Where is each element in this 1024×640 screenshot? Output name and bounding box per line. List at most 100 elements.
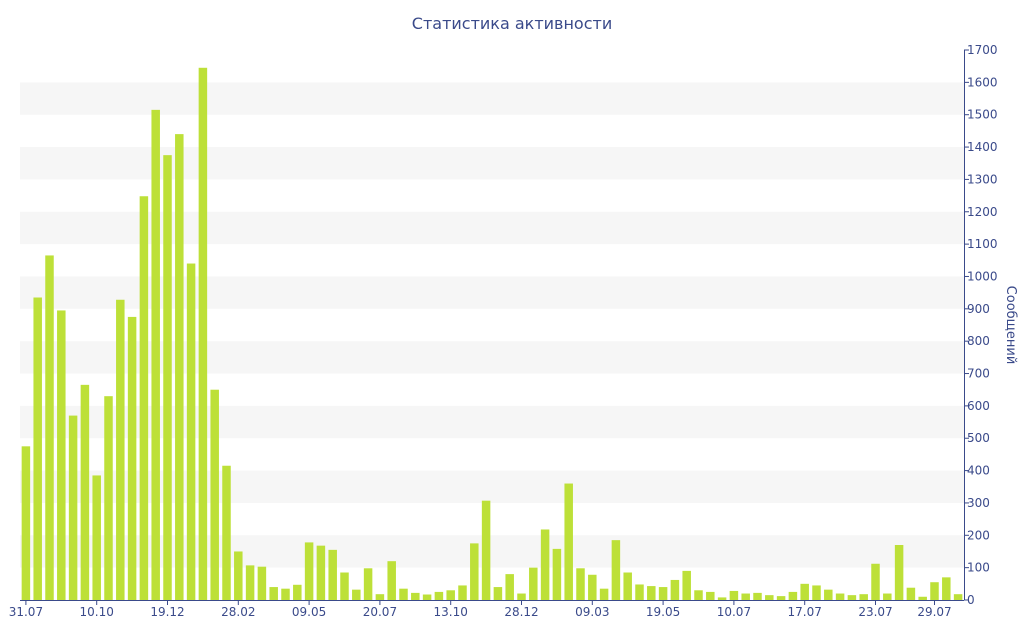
- grid-bands: [20, 82, 964, 568]
- grid-band: [20, 82, 964, 115]
- bar[interactable]: [257, 566, 267, 600]
- bar[interactable]: [21, 446, 31, 600]
- bar[interactable]: [930, 582, 939, 600]
- bar[interactable]: [505, 574, 514, 600]
- bar[interactable]: [717, 597, 727, 600]
- bar[interactable]: [753, 592, 762, 600]
- bar[interactable]: [859, 594, 868, 600]
- bar[interactable]: [446, 590, 455, 600]
- bar[interactable]: [139, 196, 149, 601]
- bar[interactable]: [800, 583, 809, 600]
- bar[interactable]: [434, 591, 444, 600]
- bar[interactable]: [281, 588, 290, 600]
- bar[interactable]: [375, 594, 385, 600]
- bar[interactable]: [411, 592, 420, 600]
- bar[interactable]: [812, 585, 821, 600]
- bar[interactable]: [871, 563, 880, 600]
- bar[interactable]: [682, 570, 691, 600]
- x-tick-label: 10.07: [717, 605, 751, 619]
- bar[interactable]: [92, 475, 101, 600]
- bar[interactable]: [151, 109, 160, 600]
- bar[interactable]: [387, 561, 396, 600]
- bar[interactable]: [163, 155, 172, 600]
- bar[interactable]: [517, 593, 526, 600]
- bar[interactable]: [694, 590, 703, 600]
- y-tick-label: 700: [967, 367, 990, 381]
- grid-band: [20, 211, 964, 245]
- bar[interactable]: [198, 67, 208, 601]
- bar[interactable]: [222, 465, 231, 600]
- bar[interactable]: [635, 584, 644, 600]
- bar[interactable]: [883, 593, 892, 600]
- bar[interactable]: [529, 567, 538, 600]
- y-tick-label: 1000: [967, 269, 998, 283]
- bar[interactable]: [918, 596, 927, 600]
- y-tick-label: 1600: [967, 75, 998, 89]
- bar[interactable]: [245, 565, 255, 600]
- bar[interactable]: [576, 568, 585, 600]
- bar[interactable]: [953, 594, 963, 600]
- bar[interactable]: [599, 588, 609, 600]
- bar[interactable]: [470, 543, 479, 600]
- bar[interactable]: [540, 529, 550, 600]
- x-tick-label: 19.12: [150, 605, 184, 619]
- y-axis-label: Сообщений: [1003, 286, 1018, 365]
- bar[interactable]: [458, 585, 467, 600]
- bar[interactable]: [422, 594, 432, 601]
- bar[interactable]: [741, 593, 750, 600]
- bar[interactable]: [293, 584, 302, 600]
- bar[interactable]: [57, 310, 66, 600]
- bar[interactable]: [776, 596, 786, 600]
- bar[interactable]: [588, 574, 597, 600]
- grid-band: [20, 535, 964, 568]
- bar[interactable]: [352, 589, 361, 600]
- bar[interactable]: [304, 542, 314, 600]
- bar[interactable]: [269, 587, 278, 600]
- bar[interactable]: [399, 588, 408, 600]
- bar[interactable]: [175, 134, 184, 600]
- bar[interactable]: [104, 396, 113, 600]
- bar[interactable]: [765, 595, 774, 600]
- y-tick-label: 200: [967, 528, 990, 542]
- y-tick-label: 1400: [967, 140, 998, 154]
- bar[interactable]: [788, 591, 798, 600]
- bar[interactable]: [340, 572, 349, 601]
- bar[interactable]: [670, 579, 680, 600]
- bar[interactable]: [942, 577, 951, 600]
- x-tick-label: 29.07: [917, 605, 951, 619]
- bar[interactable]: [729, 590, 739, 600]
- bar[interactable]: [234, 551, 243, 600]
- y-tick-label: 500: [967, 431, 990, 445]
- bar[interactable]: [493, 587, 503, 600]
- x-tick-label: 20.07: [363, 605, 397, 619]
- bar[interactable]: [316, 545, 326, 600]
- bar[interactable]: [328, 549, 337, 600]
- bar[interactable]: [847, 595, 857, 600]
- bar[interactable]: [623, 572, 632, 601]
- y-tick-label: 400: [967, 464, 990, 478]
- bar[interactable]: [481, 500, 491, 600]
- bar[interactable]: [611, 540, 621, 600]
- bar[interactable]: [824, 589, 833, 600]
- bar[interactable]: [552, 548, 562, 600]
- bar[interactable]: [116, 299, 125, 600]
- bar[interactable]: [835, 593, 845, 600]
- bar[interactable]: [906, 587, 916, 600]
- bar[interactable]: [564, 483, 573, 600]
- x-tick-label: 17.07: [788, 605, 822, 619]
- bar[interactable]: [45, 255, 54, 600]
- bar[interactable]: [894, 545, 904, 600]
- x-tick-label: 19.05: [646, 605, 680, 619]
- bar[interactable]: [658, 587, 668, 600]
- bar[interactable]: [706, 591, 715, 600]
- chart-title: Статистика активности: [411, 14, 613, 33]
- bar[interactable]: [210, 389, 219, 600]
- bar[interactable]: [186, 263, 196, 600]
- bar[interactable]: [363, 568, 373, 600]
- grid-band: [20, 276, 964, 309]
- bar[interactable]: [68, 415, 78, 600]
- bar[interactable]: [80, 384, 90, 600]
- bar[interactable]: [33, 297, 42, 601]
- bar[interactable]: [127, 316, 137, 600]
- bar[interactable]: [647, 586, 656, 600]
